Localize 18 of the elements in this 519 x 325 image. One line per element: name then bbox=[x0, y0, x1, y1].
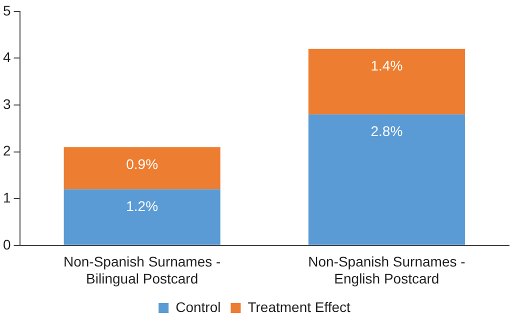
y-tick-label: 1 bbox=[2, 189, 11, 206]
bar bbox=[64, 189, 220, 245]
y-tick-label: 3 bbox=[2, 96, 11, 112]
y-tick-label: 0 bbox=[2, 236, 11, 252]
bar bbox=[308, 114, 465, 245]
y-tick-label: 4 bbox=[2, 49, 11, 66]
legend-label: Treatment Effect bbox=[248, 298, 351, 315]
y-tick-label: 5 bbox=[2, 2, 11, 18]
data-label: 1.4% bbox=[370, 58, 403, 74]
data-label: 1.2% bbox=[126, 198, 158, 214]
data-label: 0.9% bbox=[126, 156, 158, 172]
y-tick-label: 2 bbox=[2, 142, 11, 159]
legend-label: Control bbox=[176, 298, 221, 315]
x-tick-label: Non-Spanish Surnames - Bilingual Postcard bbox=[63, 254, 222, 286]
data-label: 2.8% bbox=[370, 123, 403, 140]
x-tick-label: Non-Spanish Surnames - English Postcard bbox=[308, 254, 466, 286]
bar bbox=[308, 48, 465, 114]
bar bbox=[64, 147, 220, 190]
